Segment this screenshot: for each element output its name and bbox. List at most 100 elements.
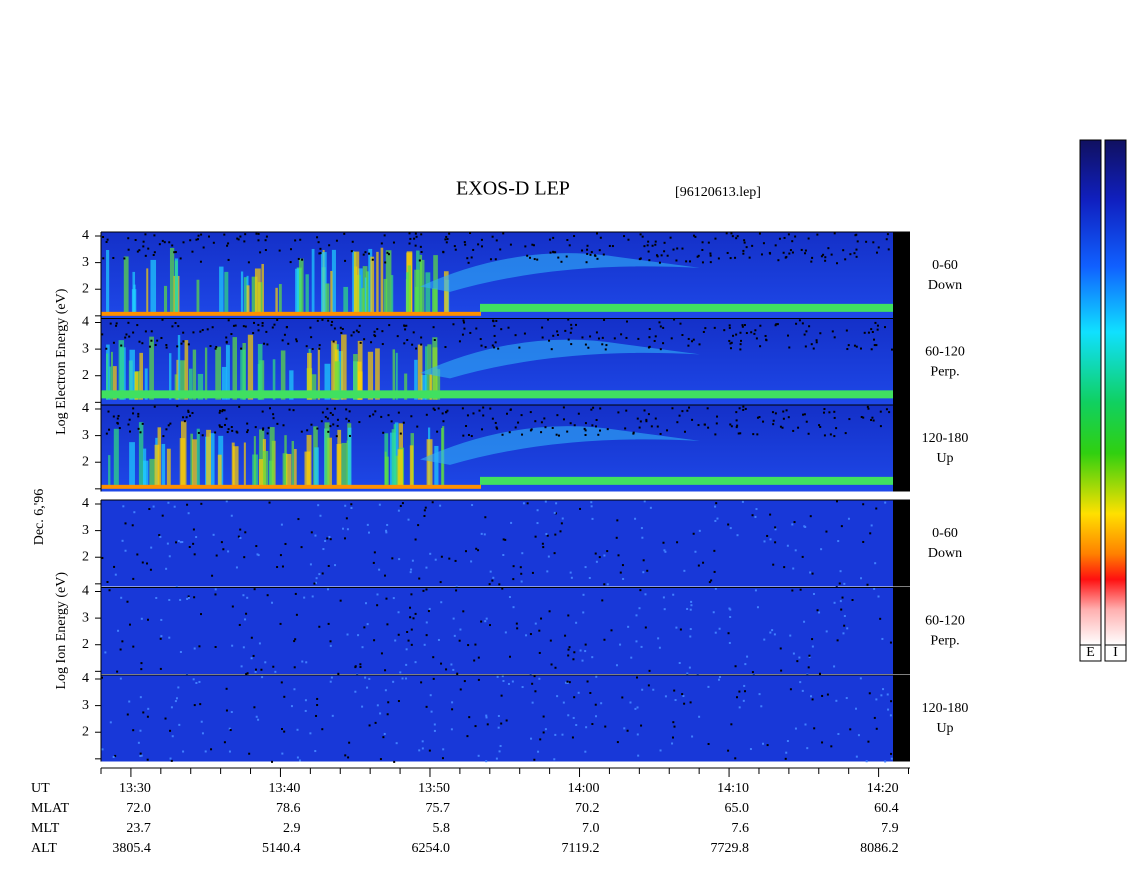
speckle — [801, 322, 804, 325]
speckle — [280, 681, 283, 684]
speckle — [285, 325, 288, 328]
speckle — [493, 334, 496, 337]
speckle — [742, 699, 745, 702]
speckle — [769, 513, 772, 516]
speckle — [798, 656, 801, 659]
speckle — [606, 428, 609, 431]
ephemeris-value: 8086.2 — [860, 841, 899, 856]
speckle — [282, 424, 285, 427]
speckle — [591, 424, 594, 427]
speckle — [200, 613, 203, 616]
speckle — [240, 665, 243, 668]
speckle — [397, 611, 400, 614]
speckle — [870, 418, 873, 421]
speckle — [341, 328, 344, 331]
speckle — [187, 409, 190, 412]
speckle — [818, 424, 821, 427]
speckle — [772, 423, 775, 426]
speckle — [448, 232, 451, 235]
speckle — [165, 428, 168, 431]
speckle — [193, 553, 196, 556]
speckle — [326, 417, 329, 420]
speckle — [771, 411, 774, 414]
spectrogram-burst — [417, 344, 423, 400]
speckle — [432, 407, 435, 410]
speckle — [847, 344, 850, 347]
speckle — [144, 330, 147, 333]
speckle — [638, 426, 641, 429]
spectrogram-burst — [169, 247, 175, 314]
speckle — [462, 610, 465, 613]
speckle — [376, 704, 379, 707]
speckle — [590, 505, 593, 508]
speckle — [548, 339, 551, 342]
speckle — [518, 346, 521, 349]
speckle — [714, 631, 717, 634]
speckle — [538, 677, 541, 680]
speckle — [430, 710, 433, 713]
speckle — [255, 545, 258, 548]
speckle — [739, 343, 742, 346]
speckle — [148, 345, 151, 348]
speckle — [728, 326, 731, 329]
speckle — [811, 638, 814, 641]
speckle — [423, 643, 426, 646]
speckle — [139, 729, 142, 732]
speckle — [115, 322, 118, 325]
speckle — [530, 737, 533, 740]
spectrogram-burst — [436, 369, 441, 400]
speckle — [714, 519, 717, 522]
speckle — [346, 528, 349, 531]
speckle — [239, 235, 242, 238]
speckle — [758, 232, 761, 235]
speckle — [594, 703, 597, 706]
speckle — [659, 325, 662, 328]
speckle — [546, 534, 549, 537]
speckle — [579, 507, 582, 510]
speckle — [837, 733, 840, 736]
speckle — [462, 319, 465, 322]
speckle — [294, 592, 297, 595]
speckle — [227, 319, 230, 322]
speckle — [715, 422, 718, 425]
speckle — [846, 348, 849, 351]
speckle — [152, 505, 155, 508]
speckle — [283, 333, 286, 336]
speckle — [853, 344, 856, 347]
speckle — [553, 511, 556, 514]
speckle — [853, 252, 856, 255]
speckle — [836, 639, 839, 642]
speckle — [791, 523, 794, 526]
speckle — [359, 666, 362, 669]
speckle — [177, 325, 180, 328]
speckle — [557, 256, 560, 259]
speckle — [887, 708, 890, 711]
speckle — [167, 501, 170, 504]
speckle — [384, 574, 387, 577]
spectrogram-burst — [177, 334, 181, 400]
speckle — [824, 259, 827, 262]
speckle — [508, 655, 511, 658]
speckle — [483, 533, 486, 536]
speckle — [692, 234, 695, 237]
speckle — [139, 752, 142, 755]
speckle — [113, 565, 116, 568]
y-tick-label: 2 — [82, 368, 89, 383]
speckle — [823, 408, 826, 411]
speckle — [865, 240, 868, 243]
speckle — [784, 256, 787, 259]
spectrogram-burst — [420, 374, 427, 400]
speckle — [247, 261, 250, 264]
speckle — [621, 564, 624, 567]
speckle — [168, 636, 171, 639]
speckle — [158, 534, 161, 537]
speckle — [716, 415, 719, 418]
speckle — [163, 241, 166, 244]
speckle — [358, 421, 361, 424]
speckle — [810, 695, 813, 698]
speckle — [252, 332, 255, 335]
spectrogram-burst — [224, 271, 229, 314]
speckle — [765, 339, 768, 342]
speckle — [550, 663, 553, 666]
